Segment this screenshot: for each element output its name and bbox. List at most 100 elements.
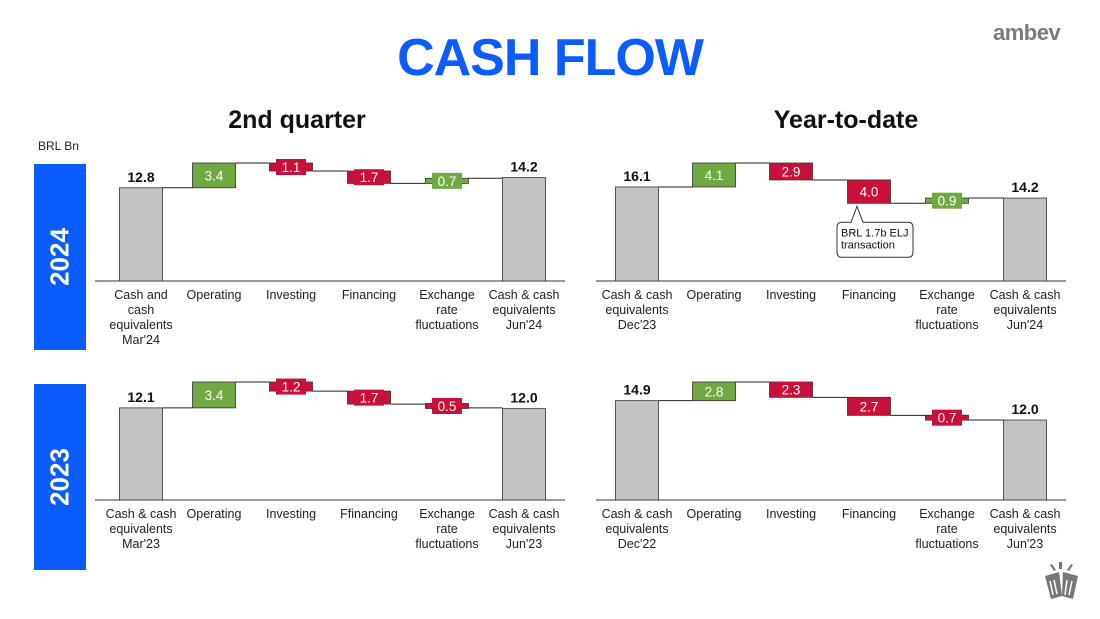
category-label: Cash & cash equivalents Jun'24 <box>489 288 560 332</box>
decrease-bar <box>847 396 891 416</box>
data-label: 12.8 <box>127 169 154 185</box>
data-label: 14.2 <box>510 159 537 175</box>
data-label: 3.4 <box>205 388 224 403</box>
category-label-line: Cash & cash <box>602 507 673 521</box>
category-label-line: rate <box>436 522 458 536</box>
category-label: Exchange rate fluctuations <box>415 507 478 551</box>
category-label-line: equivalents <box>993 522 1056 536</box>
data-label-box <box>776 381 806 398</box>
data-label: 1.7 <box>360 170 379 185</box>
category-label-line: cash <box>128 303 154 317</box>
category-label-line: rate <box>936 303 958 317</box>
data-label: 4.0 <box>860 185 879 200</box>
page-title: CASH FLOW <box>397 29 704 87</box>
waterfall-chart: 16.1 Cash & cash equivalents Dec'23 4.1 Opera… <box>596 162 1066 332</box>
category-label: Operating <box>187 507 242 521</box>
category-label-line: Investing <box>266 288 316 302</box>
category-label-line: equivalents <box>993 303 1056 317</box>
data-label: 16.1 <box>623 168 650 184</box>
category-label-line: Exchange <box>419 288 475 302</box>
category-label-line: equivalents <box>109 318 172 332</box>
category-label: Financing <box>842 288 896 302</box>
category-label-line: Jun'23 <box>1007 537 1043 551</box>
category-label-line: equivalents <box>109 522 172 536</box>
category-label-line: fluctuations <box>915 537 978 551</box>
total-bar <box>615 400 659 501</box>
category-label-line: equivalents <box>605 303 668 317</box>
category-label-line: Operating <box>687 507 742 521</box>
category-label-line: Cash & cash <box>990 288 1061 302</box>
data-label-box <box>276 159 306 176</box>
category-label-line: Investing <box>266 507 316 521</box>
category-label: Financing <box>342 288 396 302</box>
category-label: Cash & cash equivalents Jun'23 <box>489 507 560 551</box>
category-label: Financing <box>842 507 896 521</box>
category-label: Investing <box>766 507 816 521</box>
category-label-line: Financing <box>842 507 896 521</box>
category-label: Cash & cash equivalents Mar'23 <box>106 507 177 551</box>
category-label-line: equivalents <box>492 303 555 317</box>
category-label-line: equivalents <box>492 522 555 536</box>
data-label-box <box>276 378 306 395</box>
category-label: Investing <box>266 507 316 521</box>
year-label-2024: 2024 <box>34 164 86 350</box>
increase-bar <box>692 162 736 188</box>
total-bar <box>1003 419 1047 501</box>
category-label-line: Exchange <box>919 288 975 302</box>
category-label: Cash & cash equivalents Dec'23 <box>602 288 673 332</box>
data-label: 2.9 <box>782 164 801 179</box>
category-label-line: Mar'24 <box>122 333 160 347</box>
data-label: 1.7 <box>360 391 379 406</box>
category-label-line: rate <box>436 303 458 317</box>
category-label: Exchange rate fluctuations <box>915 507 978 551</box>
increase-bar <box>692 381 736 402</box>
category-label-line: Jun'23 <box>506 537 542 551</box>
data-label: 2.7 <box>860 399 879 414</box>
category-label: Cash & cash equivalents Dec'22 <box>602 507 673 551</box>
data-label: 3.4 <box>205 168 224 183</box>
category-label-line: Cash & cash <box>990 507 1061 521</box>
category-label: Exchange rate fluctuations <box>415 288 478 332</box>
category-label-line: Cash & cash <box>489 288 560 302</box>
unit-label: BRL Bn <box>38 139 79 153</box>
category-label-line: fluctuations <box>915 318 978 332</box>
data-label: 0.9 <box>938 194 957 209</box>
category-label-line: Cash and <box>114 288 168 302</box>
data-label: 1.2 <box>282 380 301 395</box>
data-label: 2.8 <box>705 384 724 399</box>
data-label: 12.0 <box>1011 401 1038 417</box>
data-label: 4.1 <box>705 168 724 183</box>
category-label-line: Ffinancing <box>340 507 398 521</box>
callout-bubble <box>836 204 914 258</box>
callout-text: transaction <box>841 239 895 251</box>
data-label: 1.1 <box>282 160 301 175</box>
category-label: Ffinancing <box>340 507 398 521</box>
category-label-line: Investing <box>766 288 816 302</box>
category-label: Cash & cash equivalents Jun'23 <box>990 507 1061 551</box>
subtitle-ytd: Year-to-date <box>773 106 919 134</box>
total-bar <box>502 408 546 501</box>
category-label-line: Jun'24 <box>1007 318 1043 332</box>
year-label-2023: 2023 <box>34 384 86 570</box>
category-label: Operating <box>187 288 242 302</box>
category-label-line: Financing <box>842 288 896 302</box>
beer-toast-icon <box>1045 562 1078 599</box>
total-bar <box>615 186 659 282</box>
total-bar <box>119 407 163 501</box>
subtitle-quarter: 2nd quarter <box>228 106 366 134</box>
category-label: Exchange rate fluctuations <box>915 288 978 332</box>
data-label: 12.1 <box>127 389 154 405</box>
data-label-box <box>776 163 806 180</box>
category-label-line: Operating <box>187 507 242 521</box>
data-label: 0.7 <box>938 411 957 426</box>
category-label-line: Exchange <box>919 507 975 521</box>
category-label-line: Operating <box>187 288 242 302</box>
data-label: 14.2 <box>1011 179 1038 195</box>
category-label: Operating <box>687 507 742 521</box>
total-bar <box>119 187 163 282</box>
category-label-line: Cash & cash <box>602 288 673 302</box>
category-label-line: Operating <box>687 288 742 302</box>
